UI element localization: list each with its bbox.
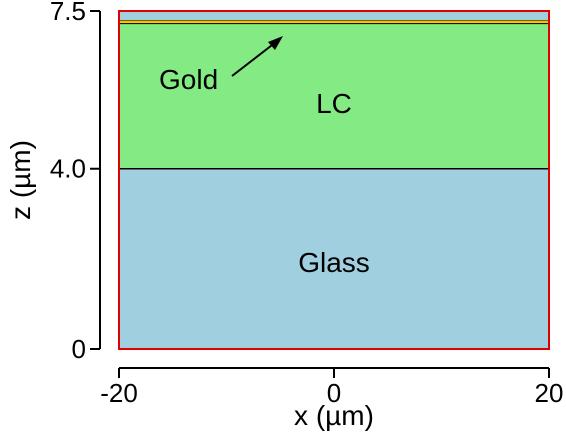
- glass-label: Glass: [298, 247, 370, 278]
- region-labels: Glass LC Gold: [159, 36, 370, 278]
- gold-label: Gold: [159, 64, 218, 95]
- y-ticks: 0 4.0 7.5: [50, 0, 100, 364]
- y-tick-label: 0: [72, 334, 86, 364]
- y-axis-label: z (µm): [5, 140, 36, 220]
- x-tick-label: 0: [327, 378, 341, 408]
- y-tick-label: 4.0: [50, 154, 86, 184]
- x-ticks: -20 0 20: [100, 368, 563, 408]
- top-glass-layer: [119, 11, 549, 21]
- x-tick-label: -20: [100, 378, 138, 408]
- x-axis-label: x (µm): [294, 400, 374, 431]
- glass-substrate-layer: [119, 168, 549, 349]
- layers: [118, 11, 550, 349]
- liquid-crystal-layer: [119, 23, 549, 169]
- axes: -20 0 20 0 4.0 7.5 x (µm) z (µm): [5, 0, 563, 431]
- gold-film-layer: [118, 19, 550, 25]
- y-tick-label: 7.5: [50, 0, 86, 26]
- lc-label: LC: [316, 88, 352, 119]
- simulation-domain-frame: [118, 10, 550, 350]
- gold-pointer-arrow: [231, 36, 283, 77]
- x-tick-label: 20: [535, 378, 564, 408]
